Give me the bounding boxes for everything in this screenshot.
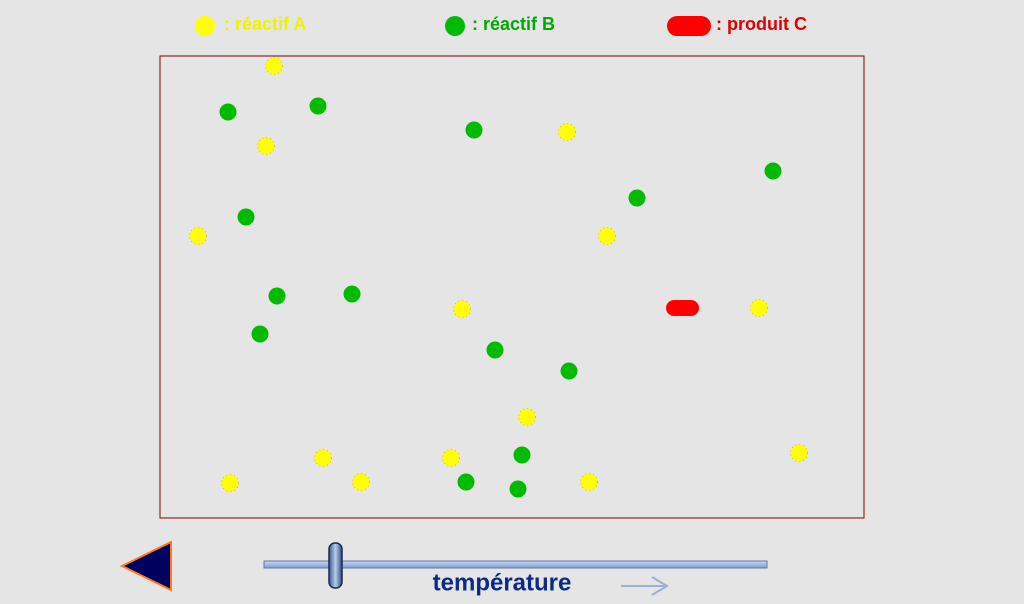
slider-track[interactable]: [263, 560, 768, 569]
reactant-a-particle: [442, 449, 460, 467]
reactant-b-particle: [513, 446, 531, 464]
reactant-a-particle: [257, 137, 275, 155]
particles: [189, 57, 808, 498]
back-button[interactable]: [119, 540, 172, 592]
reactant-b-particle: [343, 285, 361, 303]
reactant-b-particle: [309, 97, 327, 115]
slider-knob[interactable]: [328, 542, 343, 589]
legend-label-a: : réactif A: [224, 14, 306, 34]
reactant-a-particle: [453, 300, 471, 318]
slider-arrow: [621, 576, 669, 596]
legend-label-c: : produit C: [716, 14, 807, 34]
reaction-box: [159, 55, 865, 519]
legend-swatch-c: [667, 16, 711, 36]
reactant-b-particle: [465, 121, 483, 139]
reactant-a-particle: [750, 299, 768, 317]
reactant-b-particle: [268, 287, 286, 305]
reactant-a-particle: [314, 449, 332, 467]
product-particle: [666, 300, 699, 316]
reactant-a-particle: [598, 227, 616, 245]
reactant-b-particle: [219, 103, 237, 121]
reactant-b-particle: [486, 341, 504, 359]
reactant-b-particle: [764, 162, 782, 180]
reactant-b-particle: [251, 325, 269, 343]
reactant-b-particle: [628, 189, 646, 207]
reactant-b-particle: [457, 473, 475, 491]
reactant-a-particle: [189, 227, 207, 245]
legend-label-b: : réactif B: [472, 14, 555, 34]
reactant-b-particle: [237, 208, 255, 226]
slider-label: température: [433, 569, 572, 596]
legend-swatch-b: [445, 16, 465, 36]
reactant-a-particle: [221, 474, 239, 492]
legend-swatch-a: [195, 16, 215, 36]
reactant-a-particle: [790, 444, 808, 462]
reactant-a-particle: [580, 473, 598, 491]
reactant-a-particle: [518, 408, 536, 426]
reactant-b-particle: [560, 362, 578, 380]
reactant-a-particle: [352, 473, 370, 491]
reactant-b-particle: [509, 480, 527, 498]
reactant-a-particle: [265, 57, 283, 75]
reactant-a-particle: [558, 123, 576, 141]
